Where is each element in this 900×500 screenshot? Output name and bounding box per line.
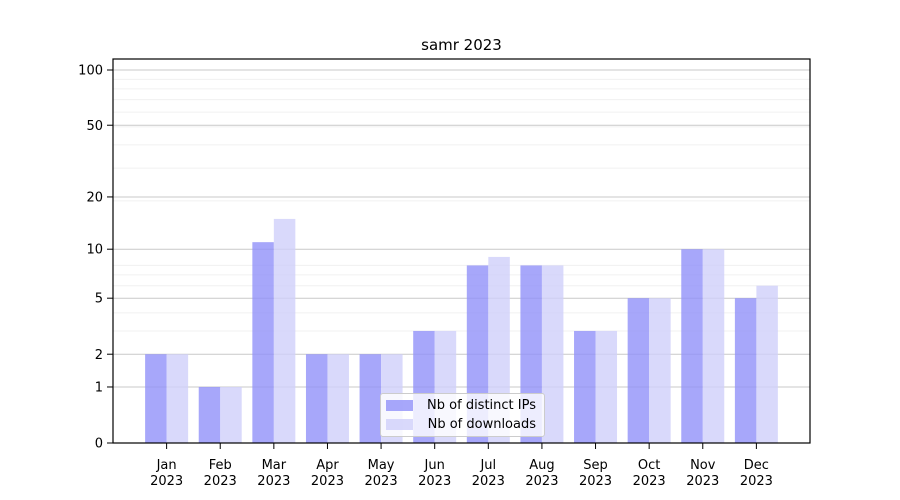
x-tick-label-month: Apr bbox=[316, 458, 339, 473]
bar-distinct-ips-apr bbox=[305, 354, 328, 443]
x-tick-label-year: 2023 bbox=[204, 474, 237, 489]
x-tick-label-year: 2023 bbox=[740, 474, 773, 489]
y-tick-label: 0 bbox=[95, 437, 103, 452]
bar-distinct-ips-feb bbox=[198, 386, 221, 443]
y-tick-label: 100 bbox=[78, 64, 103, 79]
bar-downloads-mar bbox=[273, 218, 296, 443]
bar-distinct-ips-jan bbox=[145, 354, 167, 443]
x-tick-label-month: Nov bbox=[690, 458, 716, 473]
x-tick-label-month: Aug bbox=[529, 458, 554, 473]
bar-downloads-nov bbox=[702, 249, 725, 443]
y-tick-label: 2 bbox=[95, 348, 103, 363]
x-tick-label-year: 2023 bbox=[686, 474, 719, 489]
x-tick-label-year: 2023 bbox=[525, 474, 558, 489]
x-tick-label-month: Oct bbox=[638, 458, 660, 473]
bar-distinct-ips-may bbox=[359, 354, 382, 443]
legend-swatch-downloads bbox=[386, 419, 413, 430]
bar-distinct-ips-oct bbox=[627, 298, 650, 443]
x-tick-label-year: 2023 bbox=[365, 474, 398, 489]
bar-downloads-aug bbox=[541, 265, 564, 443]
legend: Nb of distinct IPs Nb of downloads bbox=[380, 393, 545, 437]
chart-title: samr 2023 bbox=[421, 36, 502, 54]
x-tick-label-month: Jan bbox=[156, 458, 177, 473]
x-tick-label-year: 2023 bbox=[579, 474, 612, 489]
x-tick-label-month: Sep bbox=[583, 458, 608, 473]
legend-label-distinct-ips: Nb of distinct IPs bbox=[427, 398, 536, 413]
x-tick-label-month: Jun bbox=[424, 458, 445, 473]
x-tick-label-month: Jul bbox=[479, 458, 496, 473]
bar-downloads-feb bbox=[220, 386, 242, 443]
bar-distinct-ips-dec bbox=[734, 298, 757, 443]
x-tick-label-year: 2023 bbox=[472, 474, 505, 489]
x-tick-label-year: 2023 bbox=[311, 474, 344, 489]
y-tick-label: 5 bbox=[95, 292, 103, 307]
bar-downloads-dec bbox=[756, 285, 778, 443]
x-tick-label-month: Dec bbox=[744, 458, 769, 473]
x-tick-label-year: 2023 bbox=[418, 474, 451, 489]
axis-frame bbox=[112, 58, 811, 444]
x-tick-label-month: May bbox=[368, 458, 395, 473]
x-tick-label-month: Mar bbox=[262, 458, 287, 473]
y-tick-label: 10 bbox=[86, 243, 103, 258]
y-tick-label: 1 bbox=[95, 381, 103, 396]
bar-downloads-oct bbox=[649, 298, 671, 443]
x-tick-label-year: 2023 bbox=[257, 474, 290, 489]
bar-downloads-sep bbox=[595, 330, 618, 443]
x-tick-label-month: Feb bbox=[209, 458, 232, 473]
bar-distinct-ips-mar bbox=[252, 242, 274, 443]
legend-swatch-distinct-ips bbox=[386, 400, 413, 411]
bar-downloads-apr bbox=[327, 354, 349, 443]
legend-label-downloads: Nb of downloads bbox=[427, 417, 536, 432]
x-tick-label-year: 2023 bbox=[633, 474, 666, 489]
bar-downloads-jan bbox=[166, 354, 189, 443]
legend-item-distinct-ips: Nb of distinct IPs bbox=[386, 398, 536, 413]
y-tick-label: 50 bbox=[86, 119, 103, 134]
legend-item-downloads: Nb of downloads bbox=[386, 417, 536, 432]
bar-distinct-ips-sep bbox=[574, 330, 596, 443]
x-tick-label-year: 2023 bbox=[150, 474, 183, 489]
y-tick-label: 20 bbox=[86, 190, 103, 205]
bar-distinct-ips-nov bbox=[681, 249, 703, 443]
